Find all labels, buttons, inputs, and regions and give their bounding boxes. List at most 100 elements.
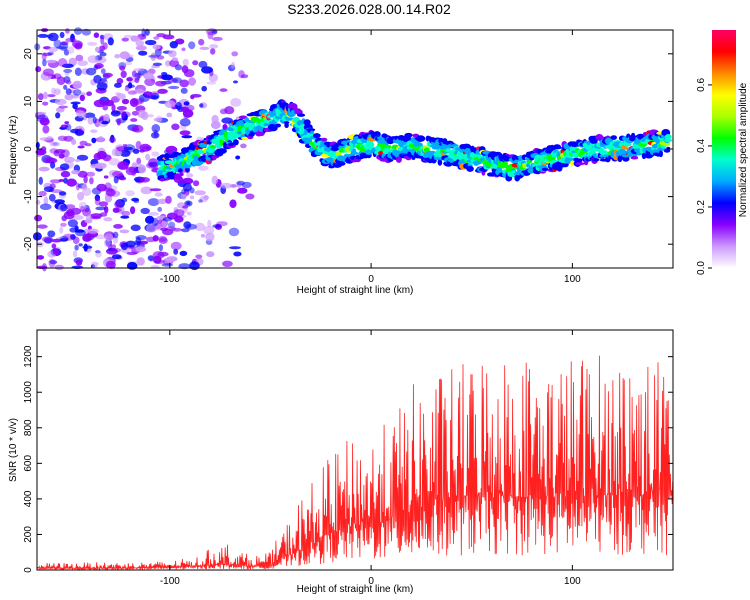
spectrogram-noise-cell [116, 118, 121, 126]
spectrogram-noise-cell [113, 224, 123, 229]
spectrogram-ridge-cell [664, 138, 673, 142]
spectrogram-ridge-cell [395, 156, 402, 163]
spectrogram-noise-cell [113, 176, 119, 184]
spectrogram-noise-cell [168, 50, 177, 58]
spectrogram-noise-cell [111, 104, 116, 112]
spectrogram-noise-cell [95, 206, 107, 211]
spectrogram-noise-cell [39, 137, 52, 141]
spectrogram-ridge-cell [320, 137, 328, 142]
spectrogram-noise-cell [64, 121, 70, 125]
spectrogram-noise-cell [95, 46, 100, 53]
spectrogram-noise-cell [58, 191, 67, 196]
spectrogram-noise-cell [130, 118, 138, 122]
spectrogram-noise-cell [54, 199, 65, 204]
spectrogram-noise-cell [125, 166, 137, 176]
spectrogram-noise-cell [186, 173, 194, 178]
y-tick-label: -20 [23, 237, 34, 252]
spectrogram-noise-cell [48, 193, 56, 202]
spectrogram-noise-cell [78, 243, 83, 247]
spectrogram-noise-cell [56, 76, 66, 85]
spectrogram-noise-cell [77, 110, 87, 119]
spectrogram-noise-cell [59, 226, 64, 234]
spectrogram-noise-cell [65, 88, 72, 95]
snr-y-axis: 0 200 400 600 800 1000 1200 [23, 345, 673, 573]
spectrogram-noise-cell [228, 227, 240, 237]
spectrogram-ridge-cell [380, 137, 386, 145]
spectrogram-noise-cell [77, 60, 88, 67]
spectrogram-noise-cell [60, 124, 69, 129]
spectrogram-ridge-cell [365, 149, 373, 155]
spectrogram-noise-cell [224, 106, 235, 115]
spectrogram-noise-cell [222, 260, 233, 267]
spectrogram-noise-cell [98, 201, 109, 207]
spectrogram-noise-cell [119, 51, 130, 60]
spectrogram-noise-cell [136, 157, 142, 165]
spectrogram-noise-cell [35, 148, 47, 156]
spectrogram-noise-cell [183, 221, 192, 229]
spectrogram-noise-cell [92, 116, 97, 124]
spectrogram-noise-cell [53, 39, 62, 48]
spectrogram-noise-cell [180, 106, 190, 113]
spectrogram-noise-cell [63, 156, 75, 163]
spectrogram-noise-cell [34, 111, 47, 115]
x-tick-label: 100 [564, 274, 581, 285]
spectrogram-noise-cell [43, 196, 49, 206]
snr-panel: -100 0 100 0 200 400 600 800 1000 1200 Height of… [8, 329, 674, 595]
spectrogram-noise-cell [42, 125, 50, 134]
spectrogram-noise-cell [211, 30, 217, 34]
spectrogram-noise-cell [75, 54, 84, 62]
spectrogram-noise-cell [93, 32, 100, 38]
spectrogram-y-label: Frequency (Hz) [8, 116, 19, 185]
spectrogram-noise-cell [48, 46, 58, 53]
spectrogram-noise-cell [230, 97, 242, 107]
spectrogram-noise-cell [66, 208, 75, 217]
spectrogram-noise-cell [198, 38, 205, 46]
spectrogram-noise-cell [67, 46, 75, 54]
spectrogram-noise-cell [121, 197, 128, 203]
spectrogram-ridge-cell [297, 113, 306, 117]
y-tick-label: 1000 [23, 381, 34, 404]
spectrogram-noise-cell [114, 208, 122, 213]
spectrogram-noise-cell [145, 153, 151, 161]
spectrogram-ridge-cell [284, 122, 289, 128]
spectrogram-noise-cell [162, 34, 175, 40]
spectrogram-noise-cell [229, 246, 241, 250]
spectrogram-noise-cell [119, 65, 126, 71]
spectrogram-noise-cell [51, 238, 62, 243]
spectrogram-noise-cell [137, 164, 147, 174]
spectrogram-noise-cell [165, 145, 178, 154]
spectrogram-noise-cell [51, 87, 57, 95]
spectrogram-x-axis: -100 0 100 [160, 30, 581, 285]
x-tick-label: -100 [160, 576, 180, 587]
spectrogram-ridge-cell [237, 130, 242, 135]
spectrogram-noise-cell [124, 61, 132, 66]
spectrogram-noise-cell [114, 200, 122, 208]
spectrogram-noise-cell [179, 79, 189, 88]
spectrogram-noise-cell [120, 70, 127, 79]
spectrogram-ridge-cell [313, 133, 321, 137]
spectrogram-noise-cell [65, 37, 77, 43]
spectrogram-noise-cell [38, 176, 43, 185]
spectrogram-noise-cell [117, 161, 129, 170]
spectrogram-noise-cell [188, 77, 197, 86]
spectrogram-noise-cell [181, 47, 186, 52]
spectrogram-noise-cell [60, 170, 71, 178]
spectrogram-noise-cell [49, 141, 61, 147]
spectrogram-noise-cell [103, 217, 113, 222]
spectrogram-noise-cell [184, 200, 193, 207]
spectrogram-noise-cell [65, 123, 72, 131]
spectrogram-noise-cell [90, 129, 98, 133]
figure-title: S233.2026.028.00.14.R02 [287, 1, 451, 17]
spectrogram-ridge-cell [591, 158, 600, 162]
spectrogram-noise-cell [77, 145, 85, 149]
spectrogram-noise-cell [181, 192, 187, 200]
spectrogram-noise-cell [150, 52, 157, 61]
spectrogram-noise-cell [121, 111, 127, 119]
spectrogram-noise-cell [119, 229, 130, 234]
spectrogram-noise-cell [161, 263, 174, 267]
spectrogram-noise-cell [119, 149, 131, 157]
spectrogram-noise-cell [110, 110, 121, 117]
spectrogram-cells [32, 27, 673, 272]
spectrogram-noise-cell [60, 41, 69, 46]
spectrogram-noise-cell [131, 70, 137, 77]
